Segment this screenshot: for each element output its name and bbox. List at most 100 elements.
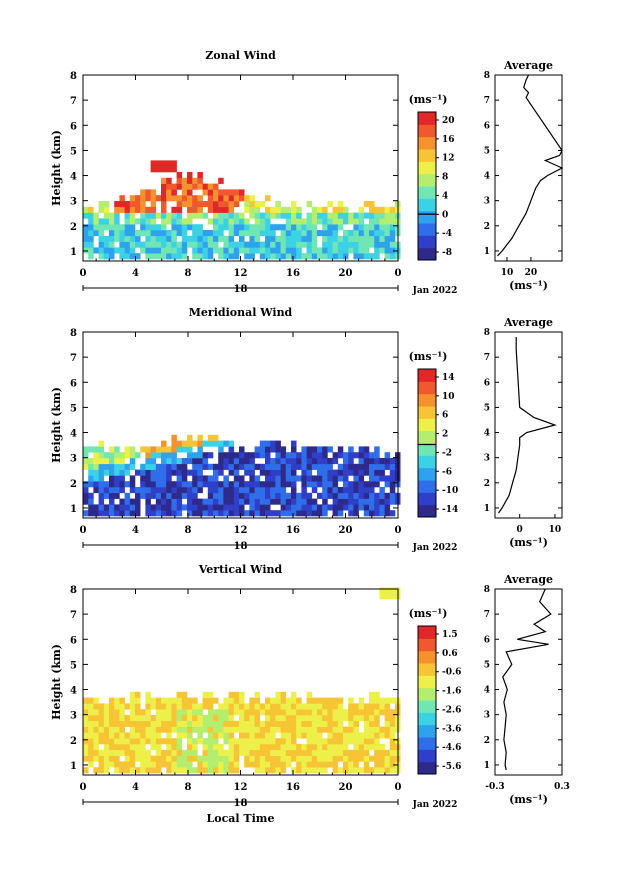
heatmap-cell xyxy=(114,446,120,453)
heatmap-cell xyxy=(311,235,318,242)
heatmap-cell xyxy=(332,744,339,751)
heatmap-cell xyxy=(145,709,151,716)
heatmap-cell xyxy=(353,452,359,459)
heatmap-cell xyxy=(280,510,287,517)
heatmap-cell xyxy=(353,738,359,745)
heatmap-cell xyxy=(311,446,318,453)
y-tick-label: 2 xyxy=(70,222,77,233)
heatmap-cell xyxy=(103,749,110,756)
heatmap-cell xyxy=(244,481,250,488)
heatmap-cell xyxy=(218,726,224,733)
colorbar-segment xyxy=(418,369,436,382)
heatmap-cell xyxy=(187,755,193,762)
heatmap-cell xyxy=(161,201,167,208)
heatmap-cell xyxy=(228,212,235,219)
heatmap-cell xyxy=(98,230,105,237)
heatmap-cell xyxy=(207,195,214,202)
heatmap-cell xyxy=(254,218,261,225)
heatmap-cell xyxy=(145,726,151,733)
heatmap-cell xyxy=(353,726,359,733)
heatmap-cell xyxy=(337,487,344,494)
colorbar-segment xyxy=(418,492,436,506)
heatmap-cell xyxy=(239,189,245,196)
heatmap-cell xyxy=(207,738,214,745)
heatmap-cell xyxy=(223,510,229,517)
heatmap-cell xyxy=(306,720,313,727)
heatmap-cell xyxy=(379,587,385,594)
heatmap-cell xyxy=(181,183,188,190)
heatmap-cell xyxy=(265,440,271,447)
heatmap-cell xyxy=(317,767,323,774)
heatmap-cell xyxy=(88,709,94,716)
heatmap-cell xyxy=(374,720,380,727)
heatmap-cell xyxy=(218,177,224,184)
heatmap-cell xyxy=(88,738,94,745)
heatmap-cell xyxy=(317,726,323,733)
heatmap-cell xyxy=(124,463,131,470)
heatmap-cell xyxy=(98,463,105,470)
heatmap-cell xyxy=(374,761,380,768)
heatmap-cell xyxy=(155,224,162,231)
heatmap-cell xyxy=(119,726,125,733)
heatmap-cell xyxy=(369,212,375,219)
heatmap-cell xyxy=(239,487,245,494)
heatmap-cell xyxy=(317,475,323,482)
heatmap-cell xyxy=(124,224,131,231)
heatmap-cell xyxy=(103,510,110,517)
colorbar-segment xyxy=(418,393,436,407)
heatmap-cell xyxy=(239,697,245,704)
heatmap-cell xyxy=(124,738,131,745)
heatmap-cell xyxy=(233,452,240,459)
heatmap-cell xyxy=(119,709,125,716)
heatmap-cell xyxy=(249,195,255,202)
avg-y-tick-label: 4 xyxy=(484,429,490,439)
heatmap-cell xyxy=(171,195,177,202)
heatmap-cell xyxy=(322,738,328,745)
heatmap-cell xyxy=(114,715,120,722)
heatmap-cell xyxy=(363,715,370,722)
heatmap-cell xyxy=(171,440,177,447)
y-tick-label: 5 xyxy=(70,403,77,414)
heatmap-cell xyxy=(155,749,162,756)
heatmap-cell xyxy=(197,177,203,184)
heatmap-cell xyxy=(83,749,89,756)
heatmap-cell xyxy=(239,235,245,242)
heatmap-cell xyxy=(202,755,209,762)
heatmap-cell xyxy=(285,732,292,739)
heatmap-cell xyxy=(166,253,172,260)
heatmap-cell xyxy=(166,212,172,219)
heatmap-cell xyxy=(353,475,359,482)
heatmap-cell xyxy=(332,755,339,762)
colorbar-tick-label: -2 xyxy=(442,448,452,458)
heatmap-cell xyxy=(301,755,307,762)
heatmap-cell xyxy=(327,212,333,219)
heatmap-cell xyxy=(244,726,250,733)
heatmap-cell xyxy=(207,206,214,213)
heatmap-cell xyxy=(171,224,177,231)
heatmap-cell xyxy=(140,732,146,739)
heatmap-cell xyxy=(228,492,235,499)
heatmap-cell xyxy=(275,206,281,213)
heatmap-cell xyxy=(265,749,271,756)
heatmap-cell xyxy=(171,183,177,190)
heatmap-cell xyxy=(114,744,120,751)
heatmap-cell xyxy=(187,492,193,499)
heatmap-cell xyxy=(103,218,110,225)
heatmap-cell xyxy=(129,510,136,517)
heatmap-cell xyxy=(124,446,131,453)
heatmap-cell xyxy=(181,767,188,774)
heatmap-cell xyxy=(124,498,131,505)
heatmap-cell xyxy=(150,463,157,470)
heatmap-cell xyxy=(363,230,370,237)
heatmap-cell xyxy=(213,224,219,231)
heatmap-cell xyxy=(270,738,276,745)
heatmap-cell xyxy=(202,458,209,465)
heatmap-cell xyxy=(119,475,125,482)
heatmap-cell xyxy=(353,235,359,242)
heatmap-cell xyxy=(161,475,167,482)
heatmap-cell xyxy=(161,230,167,237)
heatmap-cell xyxy=(161,761,167,768)
heatmap-cell xyxy=(93,481,99,488)
heatmap-cell xyxy=(83,458,89,465)
heatmap-cell xyxy=(103,253,110,260)
